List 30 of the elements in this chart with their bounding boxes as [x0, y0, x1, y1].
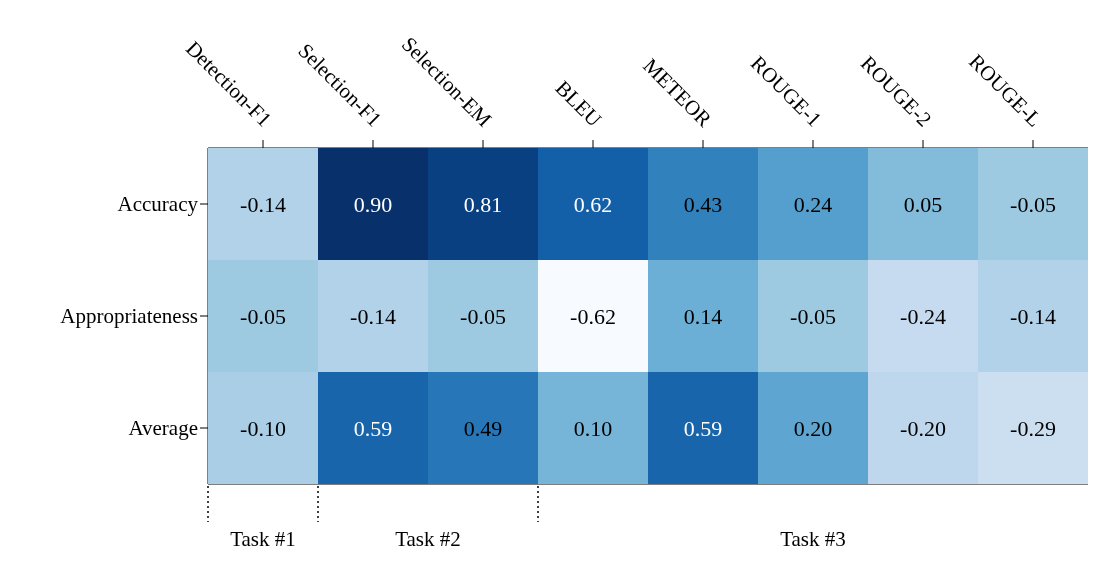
data-label: -0.14 [1010, 303, 1056, 329]
data-label: -0.05 [1010, 191, 1056, 217]
data-label: 0.10 [573, 415, 613, 441]
data-label: 0.81 [463, 191, 503, 217]
data-label: 0.90 [353, 191, 393, 217]
data-label: -0.05 [240, 303, 286, 329]
data-label: 0.24 [793, 191, 833, 217]
data-label: 0.62 [573, 191, 613, 217]
data-label: 0.05 [903, 191, 943, 217]
data-label: 0.14 [683, 303, 723, 329]
data-label: -0.05 [790, 303, 836, 329]
text: Task #2 [395, 527, 461, 551]
y-tick-label: Appropriateness [60, 304, 198, 329]
data-label: 0.59 [353, 415, 393, 441]
data-label: -0.20 [900, 415, 946, 441]
data-label: -0.14 [240, 191, 286, 217]
data-label: 0.20 [793, 415, 833, 441]
data-label: 0.49 [463, 415, 503, 441]
data-label: -0.29 [1010, 415, 1056, 441]
text: Task #3 [780, 527, 846, 551]
data-label: 0.43 [683, 191, 723, 217]
data-label: 0.59 [683, 415, 723, 441]
text: Task #1 [230, 527, 296, 551]
data-label: -0.14 [350, 303, 396, 329]
y-tick-label: Average [128, 416, 198, 441]
data-label: -0.05 [460, 303, 506, 329]
data-label: -0.10 [240, 415, 286, 441]
y-tick-label: Accuracy [117, 192, 199, 217]
data-label: -0.62 [570, 303, 616, 329]
data-label: -0.24 [900, 303, 946, 329]
